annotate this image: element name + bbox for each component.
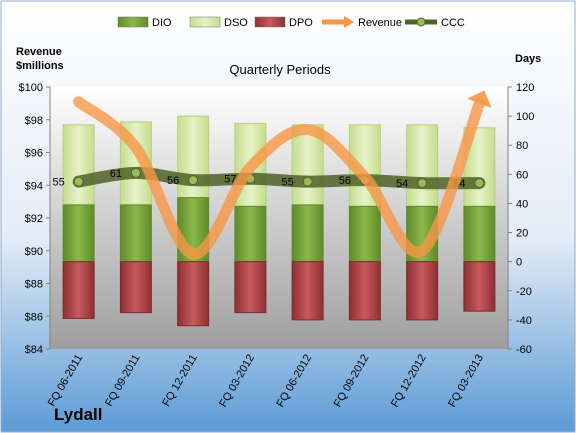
left-tick-label: $84 [25, 344, 43, 356]
ccc-data-label: 56 [167, 175, 179, 187]
bar-dpo [463, 261, 496, 312]
ccc-point [130, 167, 141, 178]
ccc-point [474, 178, 485, 189]
bar-dpo [406, 261, 439, 321]
bar-dpo [177, 261, 210, 327]
right-tick-label: 100 [516, 111, 534, 123]
bar-dpo [291, 261, 324, 321]
ccc-data-label: 57 [224, 174, 236, 186]
right-tick-label: 120 [516, 82, 534, 94]
ccc-point [417, 178, 428, 189]
legend-arrow-revenue [344, 16, 354, 28]
bar-dio [463, 205, 496, 263]
ccc-point [73, 176, 84, 187]
left-tick-label: $98 [25, 115, 43, 127]
right-tick-label: 80 [516, 140, 528, 152]
legend-swatch-dpo [254, 16, 286, 28]
chart-title: Quarterly Periods [229, 62, 331, 77]
legend-swatch-dio [117, 16, 149, 28]
ccc-data-label: 55 [53, 177, 65, 189]
left-axis-title-line1: Revenue [16, 46, 62, 58]
left-tick-label: $100 [19, 82, 43, 94]
bar-dio [291, 204, 324, 263]
right-tick-label: 60 [516, 169, 528, 181]
legend-label: DPO [289, 17, 313, 29]
left-tick-label: $94 [25, 180, 43, 192]
ccc-point [188, 175, 199, 186]
right-tick-label: 40 [516, 198, 528, 210]
bar-dso [406, 124, 439, 207]
legend-label: DIO [152, 17, 172, 29]
bar-dio [234, 205, 267, 263]
right-axis-title: Days [515, 53, 541, 65]
ccc-point [302, 176, 313, 187]
revenue-arrowhead [467, 90, 492, 109]
legend: DIO DSO DPO Revenue CCC [117, 16, 465, 29]
right-tick-label: -40 [516, 315, 532, 327]
legend-swatch-dso [189, 16, 221, 28]
legend-label: CCC [441, 17, 465, 29]
left-tick-label: $88 [25, 279, 43, 291]
left-axis-title-line2: $millions [16, 60, 64, 72]
legend-label: Revenue [358, 17, 402, 29]
revenue-line [73, 96, 485, 260]
ccc-data-label: 61 [110, 168, 122, 180]
left-tick-label: $92 [25, 213, 43, 225]
bar-dio [119, 204, 152, 263]
bar-dio [62, 204, 95, 263]
bar-dpo [62, 261, 95, 319]
left-tick-label: $86 [25, 311, 43, 323]
bar-dio [348, 205, 381, 263]
left-tick-label: $90 [25, 246, 43, 258]
left-tick-label: $96 [25, 148, 43, 160]
bar-dpo [119, 261, 152, 314]
right-tick-label: -60 [516, 344, 532, 356]
right-tick-label: 20 [516, 228, 528, 240]
ccc-data-label: 55 [282, 177, 294, 189]
bar-dso [62, 124, 95, 206]
right-tick-label: 0 [516, 257, 522, 269]
legend-label: DSO [224, 17, 248, 29]
bar-dpo [348, 261, 381, 321]
bar-dpo [234, 261, 267, 314]
ccc-data-label: 54 [396, 178, 408, 190]
company-name: Lydall [54, 405, 103, 424]
legend-marker-ccc [416, 17, 426, 27]
right-tick-label: -20 [516, 286, 532, 298]
ccc-data-label: 56 [339, 175, 351, 187]
bar-layer [62, 115, 496, 327]
